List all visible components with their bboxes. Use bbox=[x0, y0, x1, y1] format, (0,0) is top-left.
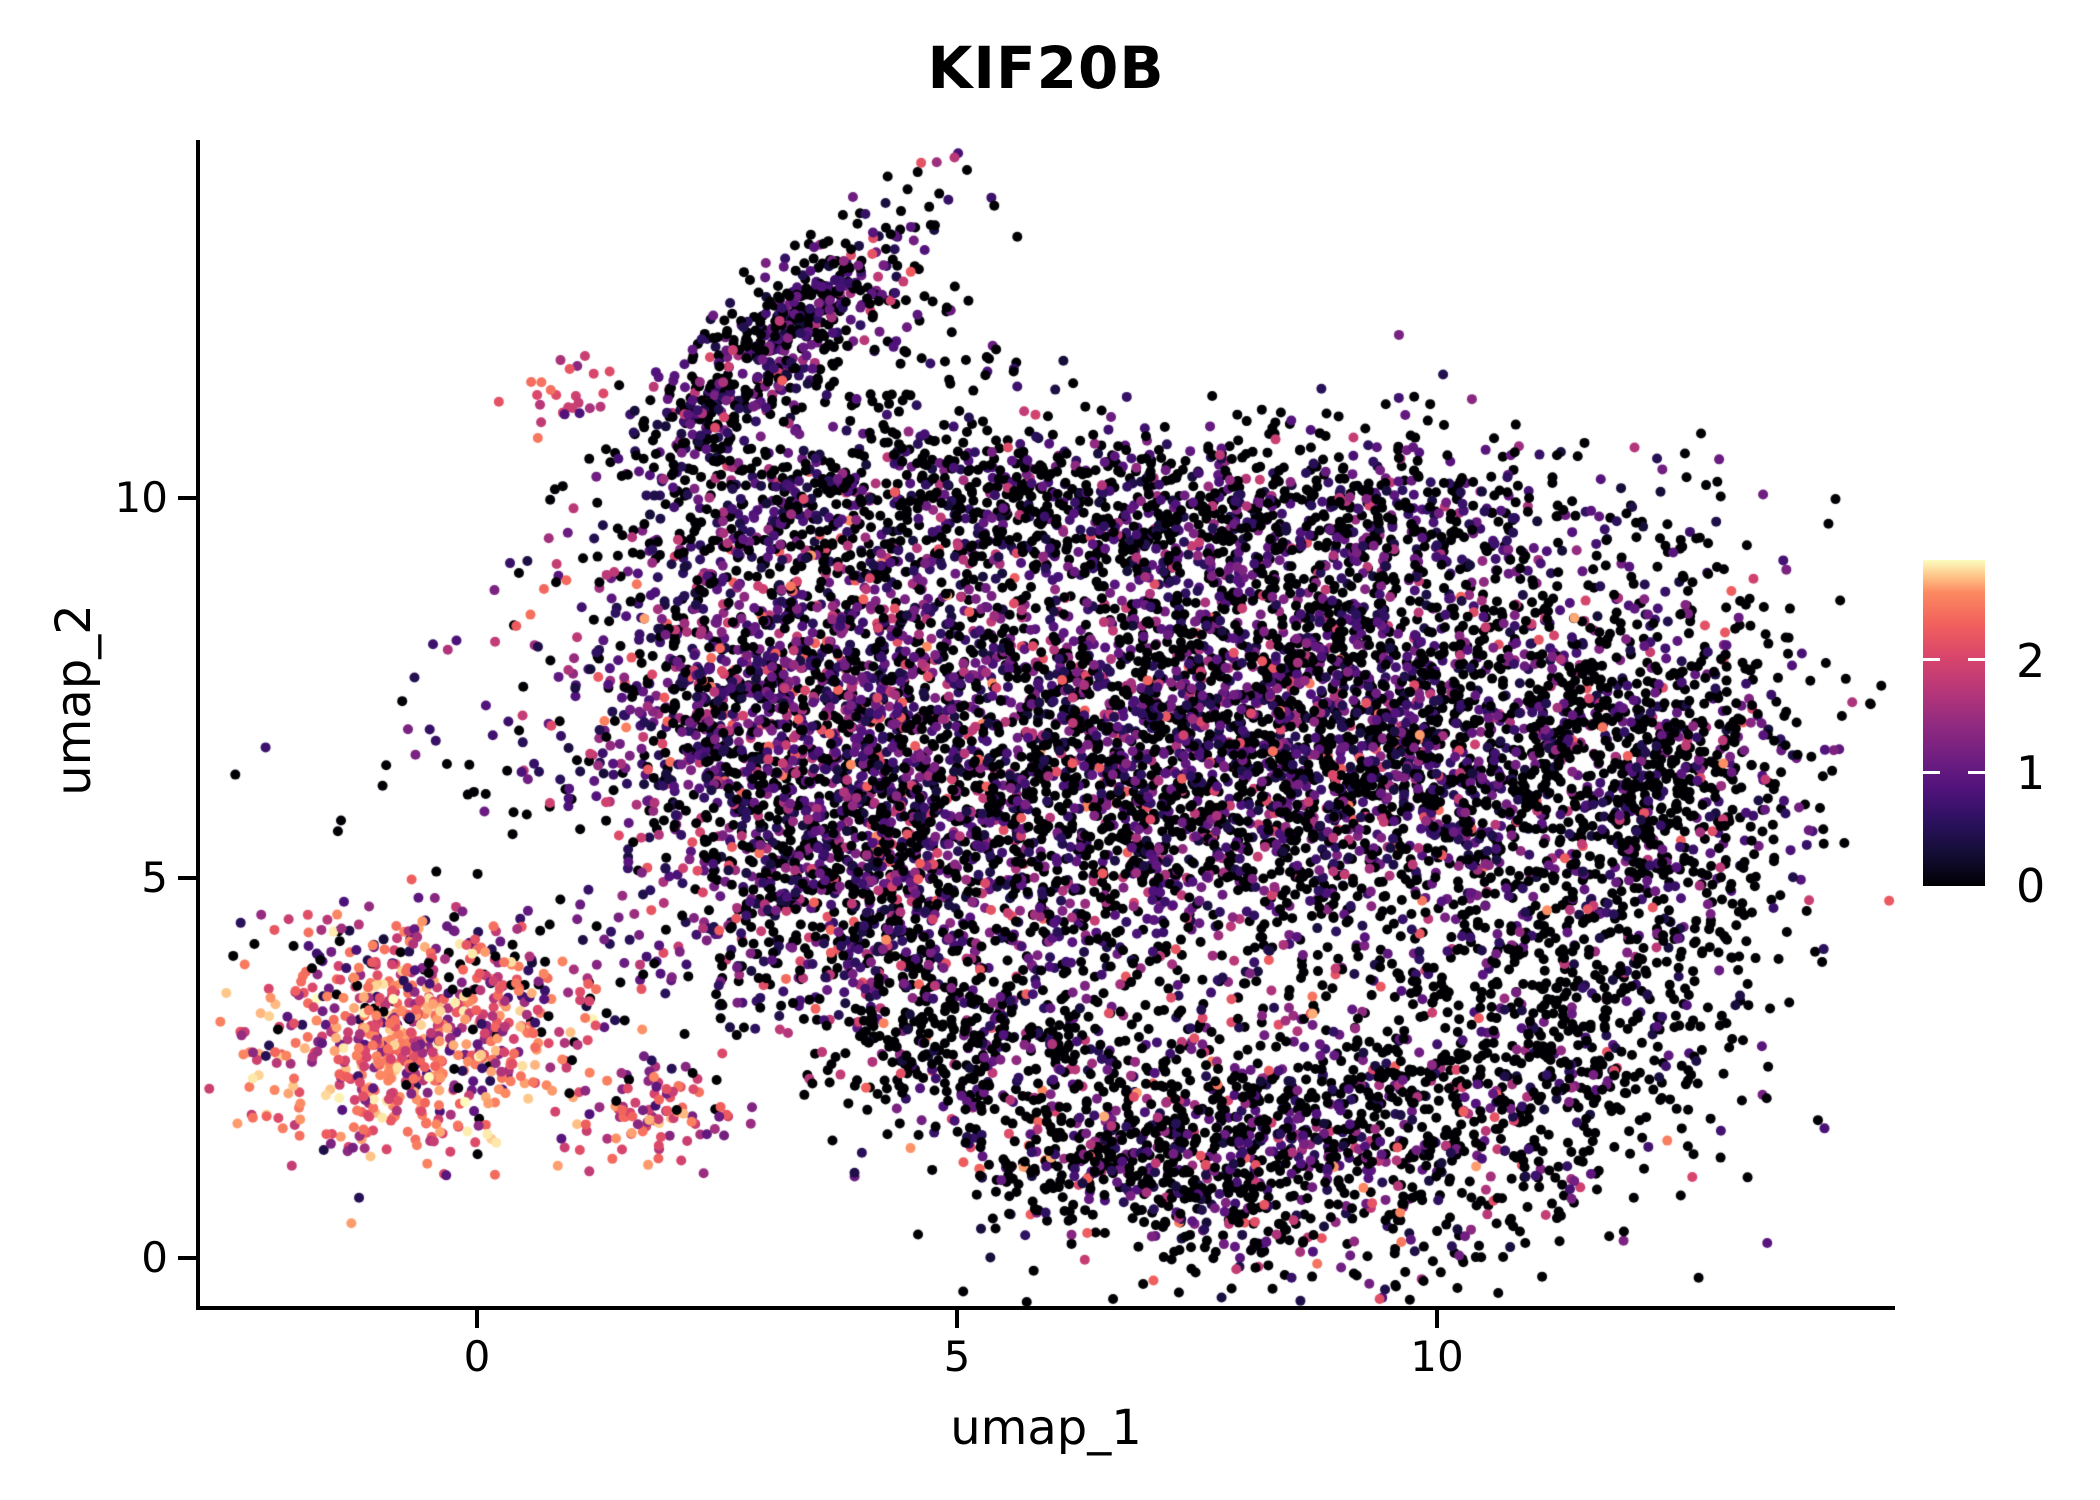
x-axis-tick-label-0: 0 bbox=[463, 1332, 491, 1381]
colorbar-tick-mark-1-left bbox=[1923, 771, 1940, 774]
plot-title: KIF20B bbox=[927, 34, 1165, 102]
expression-colorbar bbox=[1923, 560, 1985, 886]
y-axis-tick-label-0: 0 bbox=[141, 1232, 168, 1282]
y-axis-title: umap_2 bbox=[46, 604, 102, 796]
x-axis-title: umap_1 bbox=[950, 1400, 1142, 1456]
y-axis-tick-label-10: 10 bbox=[114, 472, 168, 522]
y-axis-tick-mark-0 bbox=[178, 1256, 196, 1260]
x-axis-tick-label-5: 5 bbox=[943, 1332, 971, 1381]
y-axis-tick-mark-5 bbox=[178, 876, 196, 880]
colorbar-tick-mark-2-left bbox=[1923, 658, 1940, 661]
y-axis-tick-mark-10 bbox=[178, 496, 196, 500]
x-axis-line bbox=[196, 1306, 1895, 1310]
x-axis-tick-mark-5 bbox=[955, 1310, 959, 1328]
colorbar-tick-label-1: 1 bbox=[2016, 746, 2046, 800]
y-axis-tick-label-5: 5 bbox=[141, 852, 168, 902]
colorbar-tick-mark-1-right bbox=[1968, 771, 1985, 774]
colorbar-tick-label-0: 0 bbox=[2016, 859, 2046, 913]
x-axis-tick-label-10: 10 bbox=[1410, 1332, 1464, 1381]
y-axis-line bbox=[196, 140, 200, 1310]
colorbar-gradient bbox=[1923, 560, 1985, 886]
x-axis-tick-mark-0 bbox=[475, 1310, 479, 1328]
colorbar-tick-label-2: 2 bbox=[2016, 634, 2046, 688]
colorbar-tick-mark-2-right bbox=[1968, 658, 1985, 661]
x-axis-tick-mark-10 bbox=[1435, 1310, 1439, 1328]
